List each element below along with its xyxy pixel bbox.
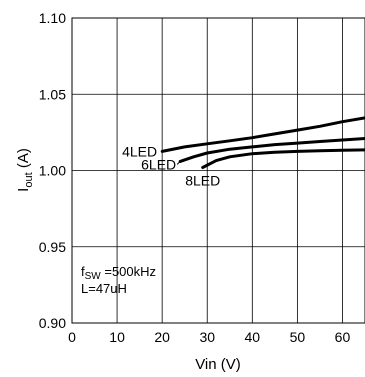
series-line-8led [201,148,365,169]
fsw-value: =500kHz [101,264,156,279]
x-tick-label-2: 20 [154,329,170,345]
fsw-base: f [81,264,85,279]
x-tick-label-4: 40 [245,329,261,345]
series-line-6led [178,137,365,163]
series-label-8led: 8LED [185,172,220,188]
series-label-leader-6led [176,160,181,165]
x-axis-label: Vin (V) [195,356,241,373]
y-axis-label-base: I [15,188,32,192]
x-tick-label-3: 30 [199,329,215,345]
y-tick-label-2: 1.00 [39,163,66,179]
x-tick-label-0: 0 [68,329,76,345]
y-tick-label-0: 0.90 [39,315,66,331]
x-tick-label-5: 50 [290,329,306,345]
y-tick-label-4: 1.10 [39,10,66,26]
y-tick-labels: 0.90 0.95 1.00 1.05 1.10 [39,10,66,331]
series-label-6led: 6LED [141,156,176,172]
grid-lines [72,18,365,323]
y-axis-label-unit: (A) [15,148,32,172]
x-tick-label-6: 60 [335,329,351,345]
x-tick-label-1: 10 [109,329,125,345]
inductance-annotation: L=47uH [81,281,127,296]
series-curves [160,116,365,169]
y-axis-label: Iout (A) [15,148,35,192]
switching-frequency-annotation: fSW =500kHz [81,264,156,282]
x-tick-labels: 0 10 20 30 40 50 60 [68,329,350,345]
y-tick-label-3: 1.05 [39,86,66,102]
series-label-4led: 4LED [122,143,157,159]
series-line-4led [160,116,365,153]
fsw-subscript: SW [85,271,102,282]
y-tick-label-1: 0.95 [39,239,66,255]
y-axis-label-subscript: out [23,172,35,187]
plot-frame [71,17,365,324]
